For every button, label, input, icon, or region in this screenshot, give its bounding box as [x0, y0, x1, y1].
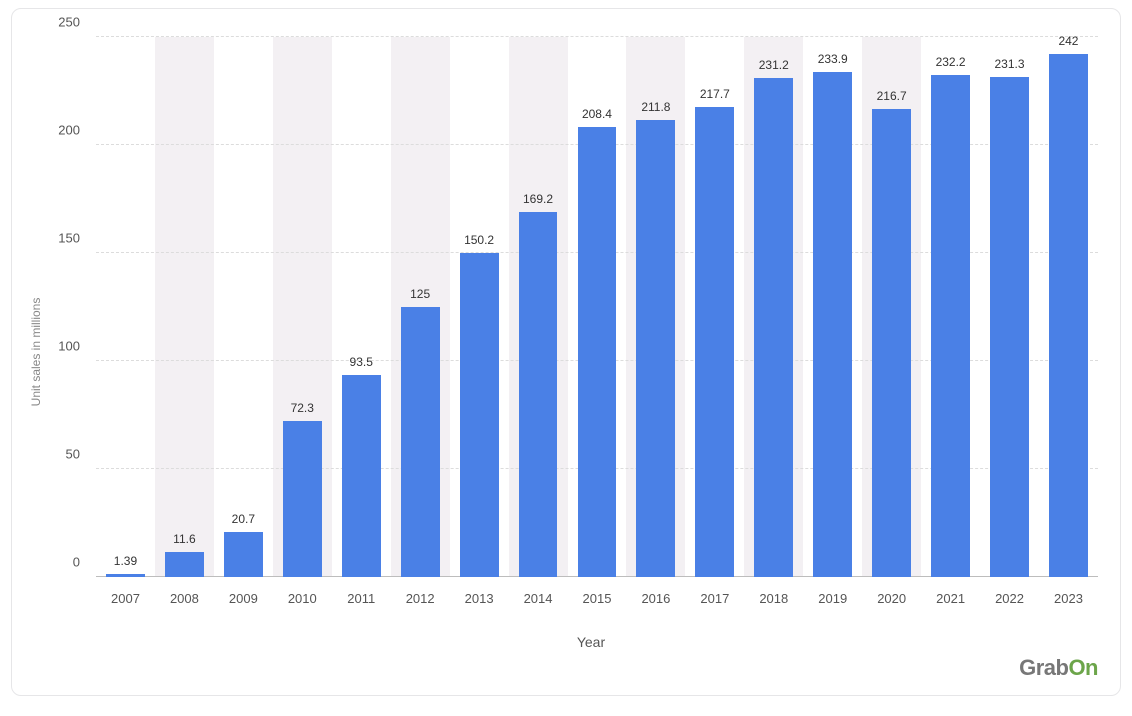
y-axis-title: Unit sales in millions [29, 298, 43, 407]
watermark-logo: GrabOn [1019, 655, 1098, 681]
x-tick-label: 2016 [626, 591, 685, 606]
bar-slot: 211.8 [626, 37, 685, 577]
bar-value-label: 231.3 [995, 57, 1025, 71]
bar-slot: 169.2 [509, 37, 568, 577]
bar-value-label: 232.2 [936, 55, 966, 69]
bar-value-label: 169.2 [523, 192, 553, 206]
y-tick-label: 100 [58, 339, 80, 354]
bar-slot: 217.7 [685, 37, 744, 577]
bar-slot: 208.4 [568, 37, 627, 577]
bar-value-label: 217.7 [700, 87, 730, 101]
x-tick-label: 2007 [96, 591, 155, 606]
plot-area: 1.39 11.6 20.7 72.3 93.5 125 150.2 169.2 208.4 21… [96, 37, 1098, 577]
bar-slot: 150.2 [450, 37, 509, 577]
bar: 150.2 [460, 253, 499, 577]
bar-value-label: 1.39 [114, 554, 137, 568]
bar-slot: 231.3 [980, 37, 1039, 577]
x-tick-label: 2018 [744, 591, 803, 606]
bar-slot: 125 [391, 37, 450, 577]
y-tick-label: 0 [73, 555, 80, 570]
bar-value-label: 231.2 [759, 58, 789, 72]
bar: 231.3 [990, 77, 1029, 577]
bar-slot: 1.39 [96, 37, 155, 577]
bar-slot: 232.2 [921, 37, 980, 577]
x-tick-label: 2021 [921, 591, 980, 606]
bar: 93.5 [342, 375, 381, 577]
bar: 231.2 [754, 78, 793, 577]
x-tick-label: 2010 [273, 591, 332, 606]
bar-slot: 242 [1039, 37, 1098, 577]
bar-value-label: 216.7 [877, 89, 907, 103]
watermark-part1: Grab [1019, 655, 1068, 680]
x-tick-label: 2019 [803, 591, 862, 606]
bar: 20.7 [224, 532, 263, 577]
bar: 72.3 [283, 421, 322, 577]
x-tick-label: 2015 [568, 591, 627, 606]
x-tick-label: 2022 [980, 591, 1039, 606]
x-tick-label: 2014 [509, 591, 568, 606]
y-tick-label: 150 [58, 231, 80, 246]
bar-slot: 216.7 [862, 37, 921, 577]
bar: 232.2 [931, 75, 970, 577]
bar-slot: 231.2 [744, 37, 803, 577]
y-tick-label: 200 [58, 123, 80, 138]
bar: 233.9 [813, 72, 852, 577]
chart-card: Unit sales in millions 1.39 11.6 20.7 72.3 9… [11, 8, 1121, 696]
x-tick-label: 2020 [862, 591, 921, 606]
bar-slot: 11.6 [155, 37, 214, 577]
bar: 217.7 [695, 107, 734, 577]
x-tick-label: 2023 [1039, 591, 1098, 606]
bar: 211.8 [636, 120, 675, 577]
y-tick-label: 250 [58, 15, 80, 30]
bar-value-label: 242 [1058, 34, 1078, 48]
bar: 1.39 [106, 574, 145, 577]
bar-value-label: 211.8 [641, 100, 670, 114]
x-tick-label: 2017 [685, 591, 744, 606]
bar-value-label: 208.4 [582, 107, 612, 121]
watermark-part2: On [1068, 655, 1098, 680]
bar: 125 [401, 307, 440, 577]
bar: 11.6 [165, 552, 204, 577]
x-tick-labels: 2007200820092010201120122013201420152016… [96, 591, 1098, 606]
bar-value-label: 150.2 [464, 233, 494, 247]
bar: 216.7 [872, 109, 911, 577]
bar-slot: 93.5 [332, 37, 391, 577]
bar-slot: 20.7 [214, 37, 273, 577]
x-tick-label: 2013 [450, 591, 509, 606]
bar-value-label: 72.3 [291, 401, 314, 415]
bar: 169.2 [519, 212, 558, 577]
x-tick-label: 2012 [391, 591, 450, 606]
y-tick-label: 50 [66, 447, 80, 462]
bar-slot: 233.9 [803, 37, 862, 577]
x-tick-label: 2011 [332, 591, 391, 606]
bar-value-label: 11.6 [173, 532, 195, 546]
bar-value-label: 125 [410, 287, 430, 301]
bar: 242 [1049, 54, 1088, 577]
x-axis-title: Year [80, 634, 1102, 650]
bars-container: 1.39 11.6 20.7 72.3 93.5 125 150.2 169.2 208.4 21… [96, 37, 1098, 577]
bar-value-label: 233.9 [818, 52, 848, 66]
bar-value-label: 20.7 [232, 512, 255, 526]
x-tick-label: 2009 [214, 591, 273, 606]
bar-slot: 72.3 [273, 37, 332, 577]
bar-value-label: 93.5 [350, 355, 373, 369]
chart-area: 1.39 11.6 20.7 72.3 93.5 125 150.2 169.2 208.4 21… [80, 37, 1102, 650]
x-tick-label: 2008 [155, 591, 214, 606]
bar: 208.4 [578, 127, 617, 577]
